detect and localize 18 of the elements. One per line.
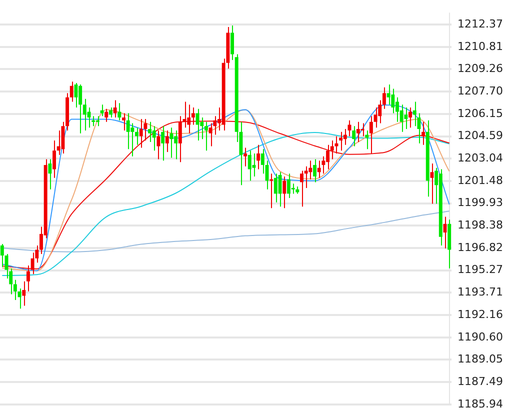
y-tick-label: 1201.48: [458, 174, 504, 187]
y-tick-label: 1209.26: [458, 62, 504, 76]
y-tick-label: 1199.93: [458, 196, 504, 210]
y-tick-label: 1210.81: [458, 40, 504, 53]
y-tick-label: 1206.15: [458, 106, 504, 120]
y-tick-label: 1196.82: [458, 240, 504, 254]
y-tick-label: 1187.49: [458, 374, 504, 388]
y-tick-label: 1189.05: [458, 352, 504, 366]
y-tick-label: 1212.37: [458, 17, 504, 30]
y-tick-label: 1192.16: [458, 308, 504, 321]
y-tick-label: 1203.04: [458, 151, 504, 164]
y-tick-label: 1185.94: [458, 397, 504, 410]
y-tick-label: 1207.70: [458, 84, 504, 98]
y-tick-label: 1198.38: [458, 218, 504, 232]
y-tick-label: 1190.60: [458, 330, 504, 344]
y-tick-label: 1195.27: [458, 263, 504, 276]
y-tick-label: 1204.59: [458, 129, 504, 142]
y-tick-label: 1193.71: [458, 286, 504, 299]
